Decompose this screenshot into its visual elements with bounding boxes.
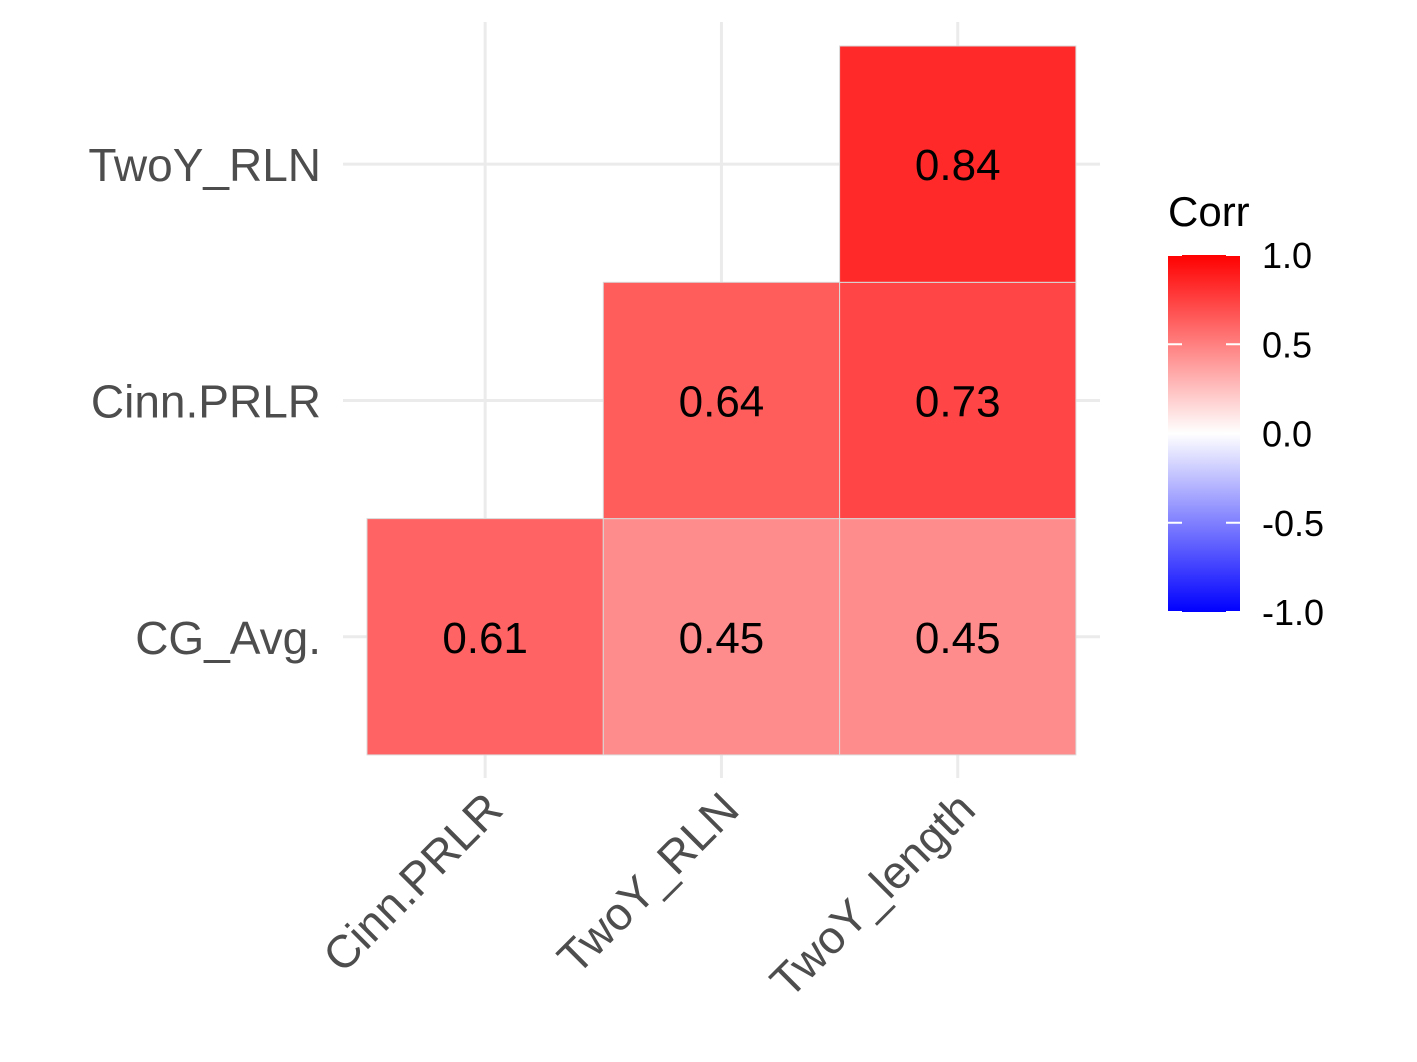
heatmap-cells: 0.61 0.45 0.45 0.64 0.73 0.84 [366, 45, 1077, 756]
cell-value-label: 0.61 [442, 614, 528, 663]
legend-ticks: 1.0 0.5 0.0 -0.5 -1.0 [1168, 235, 1324, 633]
legend-tick-label: 0.0 [1262, 414, 1312, 455]
heatmap-cell [602, 281, 841, 520]
cell-value-label: 0.45 [679, 614, 765, 663]
cell-value-label: 0.64 [679, 377, 765, 426]
cell-value-label: 0.73 [915, 377, 1001, 426]
legend: Corr 1.0 0.5 0.0 -0.5 -1.0 [1168, 188, 1324, 633]
y-tick-label: CG_Avg. [135, 612, 321, 664]
legend-title: Corr [1168, 188, 1250, 235]
x-tick-label: Cinn.PRLR [313, 782, 512, 981]
legend-tick-label: 1.0 [1262, 235, 1312, 276]
cell-value-label: 0.84 [915, 141, 1001, 190]
heatmap-cell [839, 281, 1077, 520]
heatmap-cell [839, 45, 1077, 283]
legend-tick-label: -0.5 [1262, 503, 1324, 544]
y-tick-label: TwoY_RLN [88, 139, 321, 191]
x-tick-label: TwoY_RLN [547, 782, 748, 983]
heatmap-cell [602, 518, 841, 756]
cell-value-label: 0.45 [915, 614, 1001, 663]
legend-tick-label: -1.0 [1262, 592, 1324, 633]
x-axis-ticks: Cinn.PRLR TwoY_RLN TwoY_length [313, 782, 985, 1007]
y-axis-ticks: CG_Avg. Cinn.PRLR TwoY_RLN [88, 139, 321, 664]
heatmap-cell [366, 518, 604, 756]
x-tick-label: TwoY_length [760, 782, 985, 1007]
y-tick-label: Cinn.PRLR [91, 375, 321, 427]
legend-tick-label: 0.5 [1262, 324, 1312, 365]
